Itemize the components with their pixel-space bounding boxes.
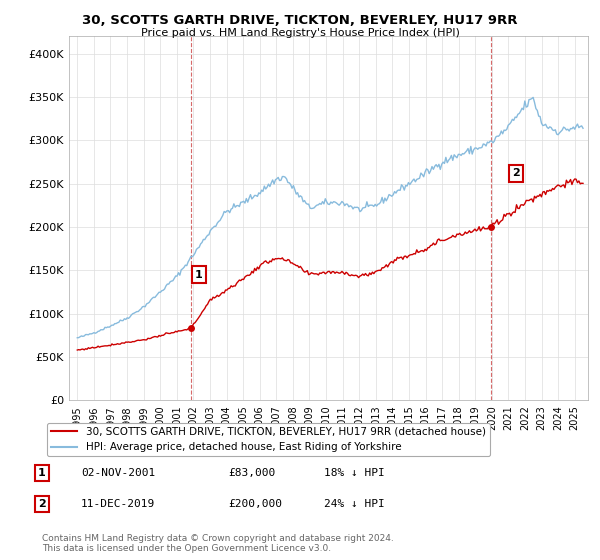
Text: 24% ↓ HPI: 24% ↓ HPI (324, 499, 385, 509)
Text: 11-DEC-2019: 11-DEC-2019 (81, 499, 155, 509)
Text: Price paid vs. HM Land Registry's House Price Index (HPI): Price paid vs. HM Land Registry's House … (140, 28, 460, 38)
Text: 18% ↓ HPI: 18% ↓ HPI (324, 468, 385, 478)
Text: 02-NOV-2001: 02-NOV-2001 (81, 468, 155, 478)
Text: 2: 2 (512, 169, 520, 178)
Text: 2: 2 (38, 499, 46, 509)
Legend: 30, SCOTTS GARTH DRIVE, TICKTON, BEVERLEY, HU17 9RR (detached house), HPI: Avera: 30, SCOTTS GARTH DRIVE, TICKTON, BEVERLE… (47, 423, 490, 456)
Text: £200,000: £200,000 (228, 499, 282, 509)
Text: 30, SCOTTS GARTH DRIVE, TICKTON, BEVERLEY, HU17 9RR: 30, SCOTTS GARTH DRIVE, TICKTON, BEVERLE… (82, 14, 518, 27)
Text: 1: 1 (38, 468, 46, 478)
Text: Contains HM Land Registry data © Crown copyright and database right 2024.
This d: Contains HM Land Registry data © Crown c… (42, 534, 394, 553)
Text: £83,000: £83,000 (228, 468, 275, 478)
Text: 1: 1 (195, 270, 203, 280)
